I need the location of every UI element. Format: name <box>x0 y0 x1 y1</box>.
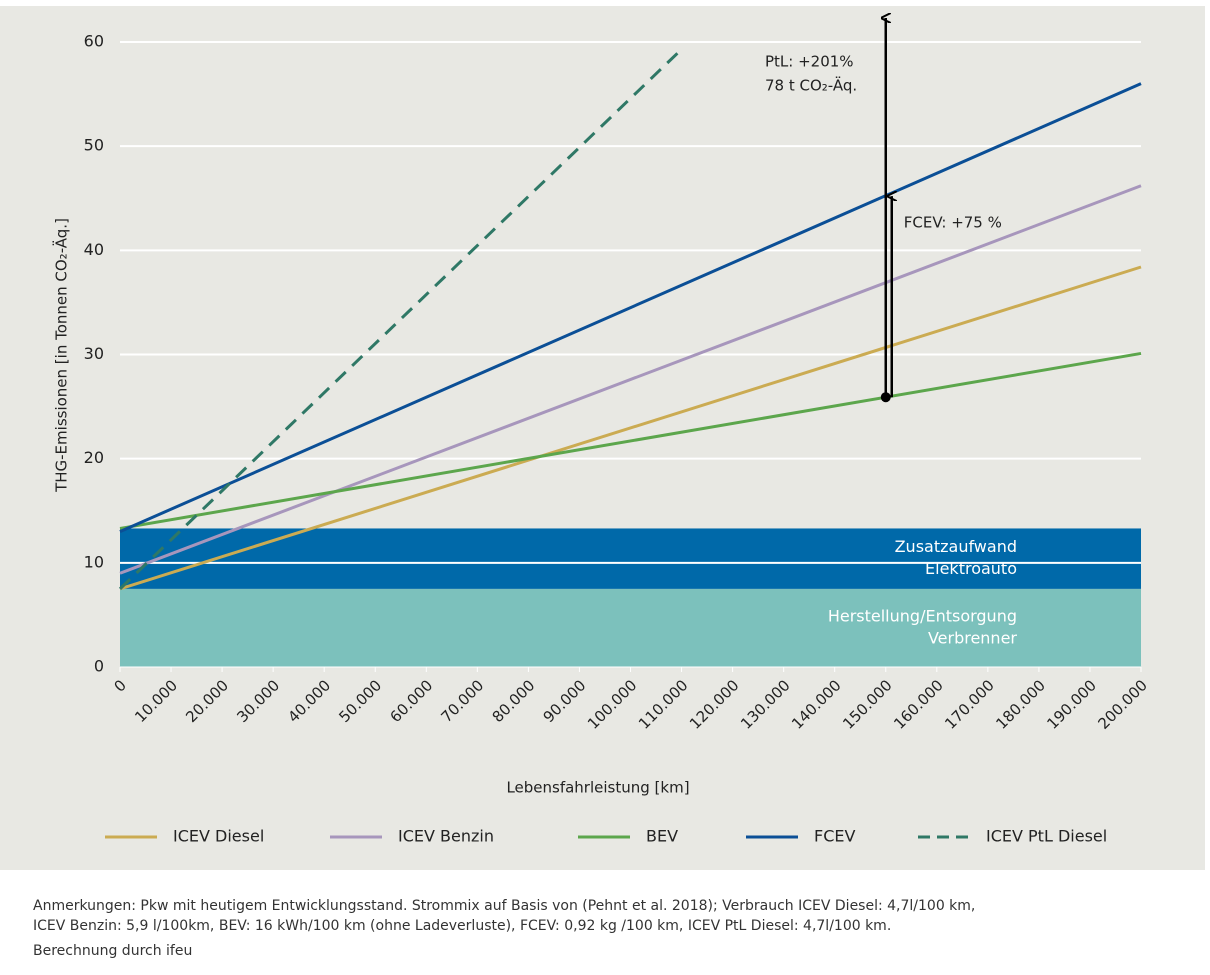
band <box>120 528 1141 589</box>
y-tick-label: 60 <box>84 32 104 51</box>
y-tick-label: 30 <box>84 344 104 363</box>
x-axis-label: Lebensfahrleistung [km] <box>506 779 689 797</box>
note: Berechnung durch ifeu <box>33 943 192 959</box>
annotation-text: 78 t CO₂-Äq. <box>765 76 857 95</box>
series-line <box>119 184 1142 575</box>
band-label: Verbrenner <box>928 628 1017 647</box>
band <box>120 588 1141 667</box>
legend-label: ICEV Benzin <box>398 827 494 846</box>
series-line <box>119 82 1142 533</box>
annotation-text: PtL: +201% <box>765 53 854 71</box>
y-axis-label: THG-Emissionen [in Tonnen CO₂-Äq.] <box>52 218 71 493</box>
series-line <box>119 265 1142 591</box>
legend-label: FCEV <box>814 827 855 846</box>
y-tick-label: 40 <box>84 240 104 259</box>
note: Anmerkungen: Pkw mit heutigem Entwicklun… <box>33 898 975 914</box>
legend-label: BEV <box>646 827 678 846</box>
band-label: Herstellung/Entsorgung <box>828 606 1017 625</box>
y-tick-label: 20 <box>84 448 104 467</box>
legend-label: ICEV Diesel <box>173 827 264 846</box>
y-tick-label: 0 <box>94 657 104 676</box>
y-tick-label: 50 <box>84 136 104 155</box>
note: ICEV Benzin: 5,9 l/100km, BEV: 16 kWh/10… <box>33 918 891 934</box>
annotation-point <box>880 392 891 403</box>
band-label: Zusatzaufwand <box>895 537 1017 556</box>
band-label: Elektroauto <box>925 559 1017 578</box>
y-tick-label: 10 <box>84 552 104 571</box>
series-line <box>119 351 1142 530</box>
legend-label: ICEV PtL Diesel <box>986 827 1107 846</box>
annotation-text: FCEV: +75 % <box>904 214 1002 232</box>
series-line <box>118 48 683 590</box>
